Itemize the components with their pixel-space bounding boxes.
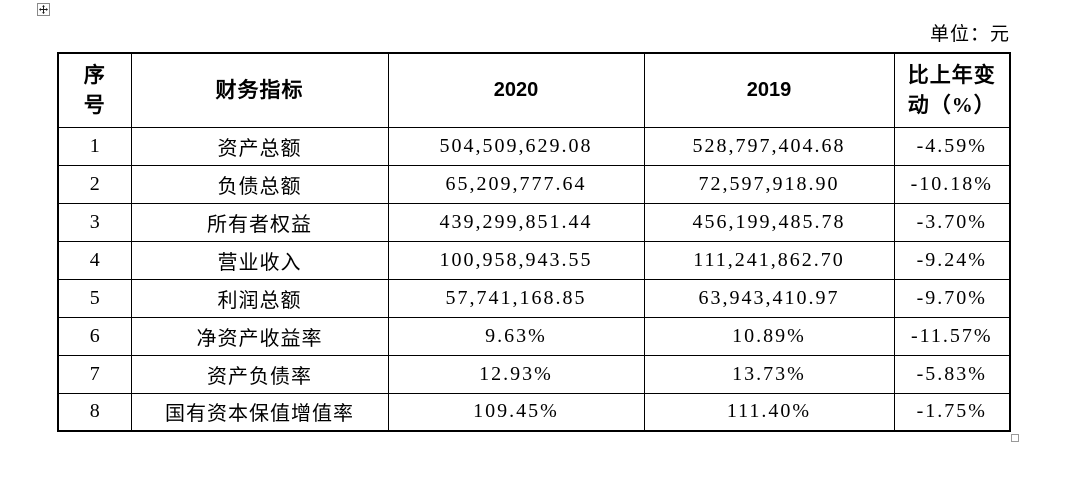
table-row: 4 营业收入 100,958,943.55 111,241,862.70 -9.… [57,240,1011,280]
cell-2019[interactable]: 456,199,485.78 [643,202,895,242]
cell-2019[interactable]: 528,797,404.68 [643,126,895,166]
cell-indicator[interactable]: 国有资本保值增值率 [130,392,389,432]
cell-indicator[interactable]: 所有者权益 [130,202,389,242]
cell-change[interactable]: -11.57% [893,316,1011,356]
cell-indicator[interactable]: 资产总额 [130,126,389,166]
cell-change[interactable]: -9.24% [893,240,1011,280]
cell-indicator[interactable]: 净资产收益率 [130,316,389,356]
cell-no[interactable]: 5 [57,278,132,318]
cell-change[interactable]: -10.18% [893,164,1011,204]
cell-no[interactable]: 6 [57,316,132,356]
table-row: 3 所有者权益 439,299,851.44 456,199,485.78 -3… [57,202,1011,242]
financial-indicators-table: 序 号 财务指标 2020 2019 比上年变 动（%） [57,52,1011,432]
cell-2020[interactable]: 65,209,777.64 [387,164,645,204]
cell-2019[interactable]: 63,943,410.97 [643,278,895,318]
cell-2020[interactable]: 100,958,943.55 [387,240,645,280]
cell-no[interactable]: 3 [57,202,132,242]
col-header-seq-line1: 序 [83,63,106,88]
col-header-change-line2: 动（%） [907,93,996,118]
cell-2020[interactable]: 57,741,168.85 [387,278,645,318]
cell-2020[interactable]: 12.93% [387,354,645,394]
cell-no[interactable]: 2 [57,164,132,204]
col-header-indicator[interactable]: 财务指标 [130,52,389,128]
table-resize-handle[interactable] [1011,434,1019,442]
cell-change[interactable]: -1.75% [893,392,1011,432]
col-header-seq-line2: 号 [83,93,106,118]
cell-2020[interactable]: 109.45% [387,392,645,432]
col-header-2020-label: 2020 [493,79,539,102]
cell-indicator[interactable]: 利润总额 [130,278,389,318]
unit-label: 单位：元 [929,24,1010,45]
cell-2019[interactable]: 72,597,918.90 [643,164,895,204]
cell-2020[interactable]: 9.63% [387,316,645,356]
cell-indicator[interactable]: 负债总额 [130,164,389,204]
cell-change[interactable]: -4.59% [893,126,1011,166]
cell-2019[interactable]: 111,241,862.70 [643,240,895,280]
col-header-indicator-label: 财务指标 [215,78,304,103]
table-move-handle[interactable] [37,3,50,16]
col-header-2019-label: 2019 [746,79,792,102]
cell-no[interactable]: 4 [57,240,132,280]
col-header-2020[interactable]: 2020 [387,52,645,128]
header-row: 序 号 财务指标 2020 2019 比上年变 动（%） [57,52,1011,128]
table-row: 5 利润总额 57,741,168.85 63,943,410.97 -9.70… [57,278,1011,318]
table-row: 6 净资产收益率 9.63% 10.89% -11.57% [57,316,1011,356]
col-header-change[interactable]: 比上年变 动（%） [893,52,1011,128]
cell-2019[interactable]: 10.89% [643,316,895,356]
cell-change[interactable]: -9.70% [893,278,1011,318]
table-row: 8 国有资本保值增值率 109.45% 111.40% -1.75% [57,392,1011,432]
cell-change[interactable]: -5.83% [893,354,1011,394]
cell-no[interactable]: 1 [57,126,132,166]
cell-2020[interactable]: 439,299,851.44 [387,202,645,242]
col-header-2019[interactable]: 2019 [643,52,895,128]
table-row: 2 负债总额 65,209,777.64 72,597,918.90 -10.1… [57,164,1011,204]
cell-2019[interactable]: 111.40% [643,392,895,432]
cell-indicator[interactable]: 营业收入 [130,240,389,280]
cell-2020[interactable]: 504,509,629.08 [387,126,645,166]
four-way-move-arrow-icon [39,5,48,14]
cell-change[interactable]: -3.70% [893,202,1011,242]
table-row: 7 资产负债率 12.93% 13.73% -5.83% [57,354,1011,394]
col-header-change-line1: 比上年变 [907,63,996,88]
cell-indicator[interactable]: 资产负债率 [130,354,389,394]
table-row: 1 资产总额 504,509,629.08 528,797,404.68 -4.… [57,126,1011,166]
cell-no[interactable]: 8 [57,392,132,432]
cell-no[interactable]: 7 [57,354,132,394]
cell-2019[interactable]: 13.73% [643,354,895,394]
col-header-seq[interactable]: 序 号 [57,52,132,128]
